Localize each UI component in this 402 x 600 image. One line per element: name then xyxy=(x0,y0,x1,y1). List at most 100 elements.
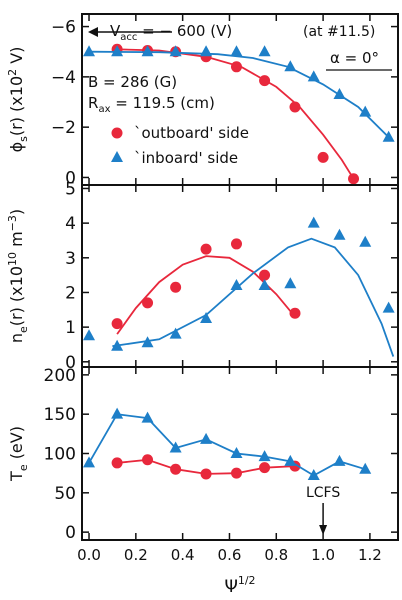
data-point-inboard xyxy=(359,105,372,117)
data-point-inboard xyxy=(83,45,96,57)
legend-label-inboard: `inboard' side xyxy=(134,149,238,167)
data-point-inboard xyxy=(307,216,320,228)
y-tick-label: 2 xyxy=(65,283,76,303)
data-point-inboard xyxy=(141,336,154,348)
rax-sub: ax xyxy=(98,104,110,115)
y-axis-label-part: (r) (x10 xyxy=(7,76,26,136)
data-point-inboard xyxy=(230,45,243,57)
data-point-outboard xyxy=(200,243,212,255)
data-point-inboard xyxy=(169,327,182,339)
data-point-inboard xyxy=(200,311,213,323)
x-tick-label: 0.4 xyxy=(171,546,195,564)
data-point-inboard xyxy=(111,339,124,351)
y-axis-label-part: 10 xyxy=(6,252,19,266)
data-point-outboard xyxy=(170,281,182,293)
y-axis-label-0: ϕs(r) (x102 V) xyxy=(6,47,30,153)
data-point-inboard xyxy=(230,279,243,291)
y-axis-label-part: m xyxy=(7,231,26,252)
x-axis-label-sup: 1/2 xyxy=(238,574,256,587)
legend-marker-outboard xyxy=(111,127,123,139)
data-point-outboard xyxy=(111,457,123,469)
y-tick-label: 150 xyxy=(44,405,76,425)
y-axis-label-part: V) xyxy=(7,47,26,69)
y-tick-label: −2 xyxy=(51,118,76,138)
data-point-outboard xyxy=(289,307,301,319)
data-point-inboard xyxy=(141,45,154,57)
data-point-inboard xyxy=(111,45,124,57)
data-point-inboard xyxy=(307,469,320,481)
data-point-inboard xyxy=(359,235,372,247)
temperature-panel: 0 50 100 150 200 Te (eV) LCFS xyxy=(7,366,399,543)
legend-marker-inboard xyxy=(111,151,123,162)
panel-frame xyxy=(81,184,399,368)
y-tick-label: 0 xyxy=(65,523,76,543)
data-point-outboard xyxy=(170,463,182,475)
y-axis-label-part: −3 xyxy=(6,215,19,231)
y-axis-label-part: e xyxy=(17,326,30,333)
data-point-inboard xyxy=(359,462,372,474)
density-panel: 0 1 2 3 4 5 ne(r) (x1010 m−3) xyxy=(6,179,399,373)
y-axis-label-part: e xyxy=(17,464,30,471)
series-line xyxy=(88,50,390,138)
y-axis-label-part: ) xyxy=(7,209,26,215)
data-point-outboard xyxy=(259,462,271,474)
data-point-inboard xyxy=(258,450,271,462)
data-point-inboard xyxy=(200,432,213,444)
x-tick-label: 0.6 xyxy=(218,546,242,564)
data-point-inboard xyxy=(333,228,346,240)
legend-label-outboard: `outboard' side xyxy=(134,124,249,142)
data-point-inboard xyxy=(258,279,271,291)
phi-panel: −6 −4 −2 0 ϕs(r) (x102 V) Vacc = − 600 (V) (at… xyxy=(6,13,399,188)
y-tick-label: 4 xyxy=(65,214,76,234)
y-tick-label: 100 xyxy=(44,445,76,465)
x-tick-label: 0.0 xyxy=(77,546,101,564)
y-tick-label: 50 xyxy=(54,484,76,504)
x-tick-label: 0.8 xyxy=(264,546,288,564)
data-point-inboard xyxy=(333,454,346,466)
vacc-sub: acc xyxy=(120,32,137,43)
y-axis-label-1: ne(r) (x1010 m−3) xyxy=(6,209,30,343)
data-point-outboard xyxy=(142,297,154,309)
y-axis-label-part: s xyxy=(17,136,30,142)
data-point-outboard xyxy=(230,467,242,479)
y-tick-label: 0 xyxy=(65,353,76,373)
data-point-inboard xyxy=(83,329,96,341)
y-axis-label-part: n xyxy=(7,333,26,343)
shot-annotation: (at #11.5) xyxy=(303,24,375,40)
data-point-inboard xyxy=(382,130,395,142)
data-point-outboard xyxy=(289,101,301,113)
data-point-inboard xyxy=(200,45,213,57)
y-axis-label-part: ϕ xyxy=(7,142,26,153)
data-point-outboard xyxy=(200,468,212,480)
data-point-inboard xyxy=(333,87,346,99)
y-axis-label-part: 2 xyxy=(6,69,19,76)
x-axis-label: Ψ1/2 xyxy=(224,574,255,597)
x-axis-label-main: Ψ xyxy=(224,577,237,597)
y-tick-label: −4 xyxy=(51,68,76,88)
data-point-inboard xyxy=(111,407,124,419)
rax-prefix: R xyxy=(88,94,98,112)
y-tick-label: 5 xyxy=(65,179,76,199)
data-point-outboard xyxy=(142,454,154,466)
data-point-inboard xyxy=(307,70,320,82)
data-point-outboard xyxy=(259,269,271,281)
lcfs-arrow-head xyxy=(319,525,328,535)
x-axis: 0.0 0.2 0.4 0.6 0.8 1.0 1.2 Ψ1/2 xyxy=(77,546,382,597)
data-point-inboard xyxy=(230,447,243,458)
data-point-inboard xyxy=(258,45,271,57)
data-point-outboard xyxy=(230,238,242,250)
data-point-outboard xyxy=(348,173,360,185)
y-tick-label: 1 xyxy=(65,318,76,338)
field-annotation: B = 286 (G) xyxy=(88,73,177,91)
y-tick-label: −6 xyxy=(51,18,76,38)
data-point-inboard xyxy=(284,60,297,72)
alpha-annotation: α = 0° xyxy=(330,49,379,67)
data-point-inboard xyxy=(83,456,96,468)
rax-annotation: Rax = 119.5 (cm) xyxy=(88,94,215,115)
y-tick-label: 3 xyxy=(65,249,76,269)
vacc-value: = − 600 (V) xyxy=(137,22,232,40)
vacc-arrow-head xyxy=(88,27,98,37)
vacc-annotation: Vacc = − 600 (V) xyxy=(110,22,232,43)
y-axis-label-part: (r) (x10 xyxy=(7,266,26,326)
